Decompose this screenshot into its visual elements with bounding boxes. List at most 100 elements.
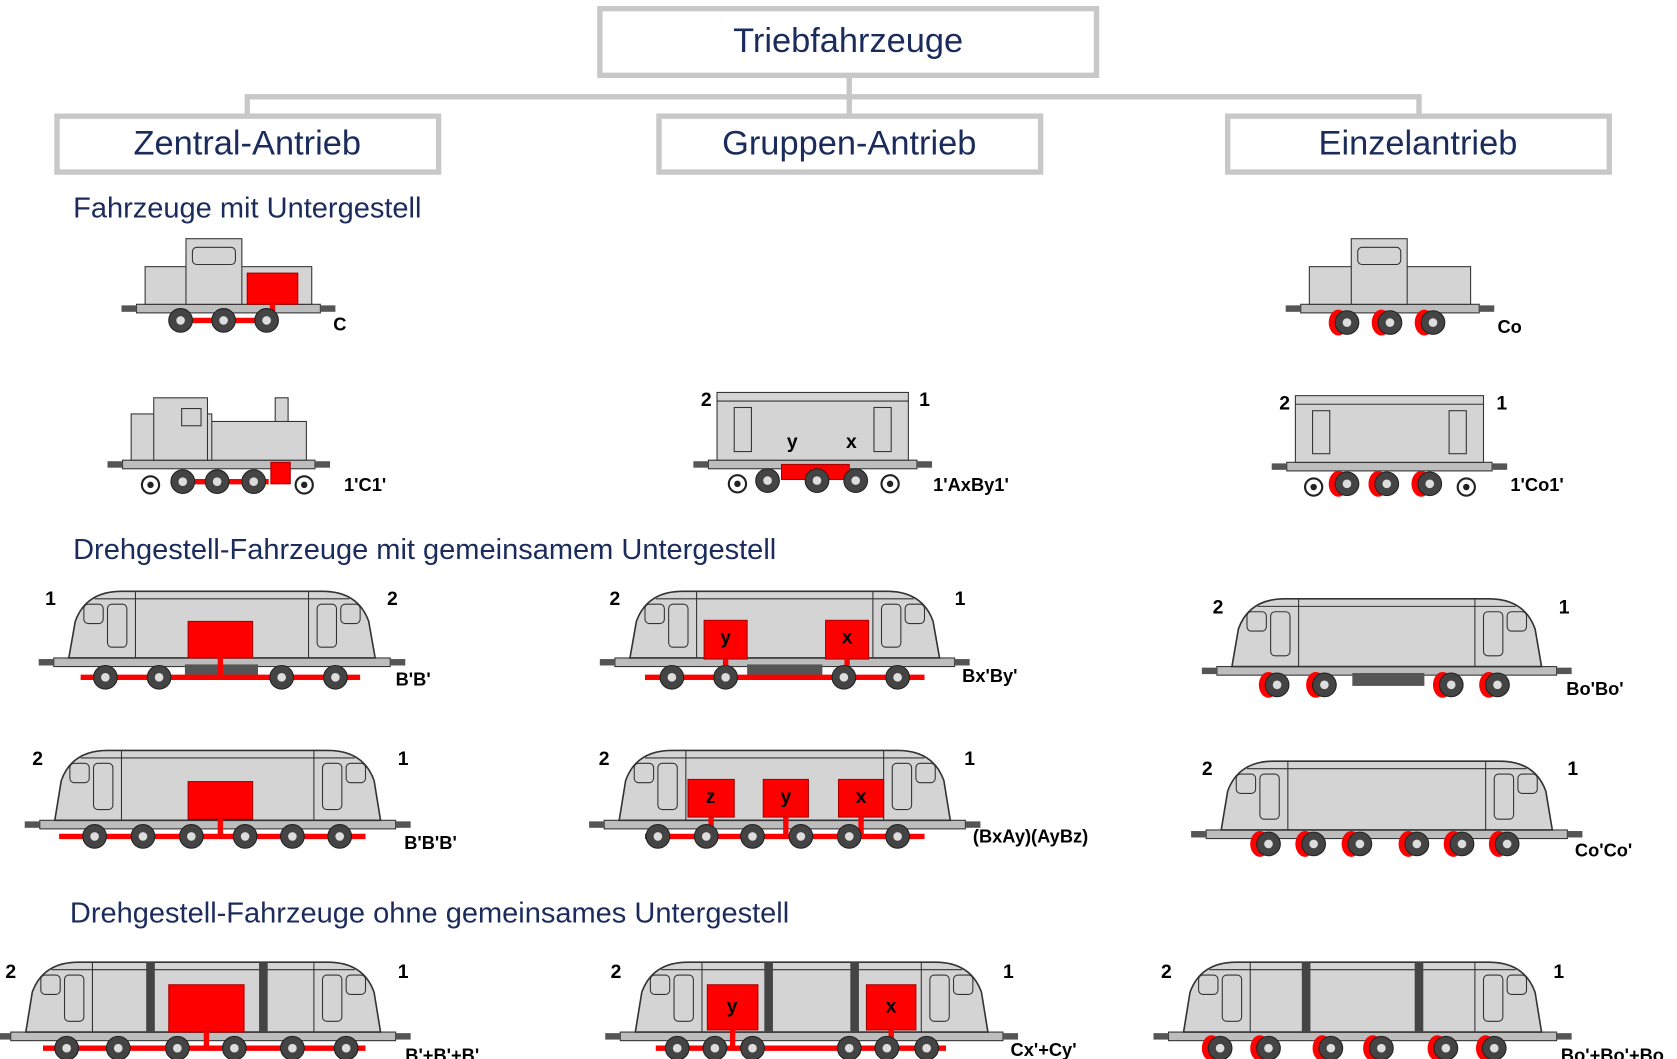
buffer <box>1191 831 1206 837</box>
hub <box>1356 840 1365 849</box>
hub <box>813 476 822 485</box>
hub <box>1429 318 1438 327</box>
hub <box>147 482 153 488</box>
buffer <box>390 659 405 665</box>
buffer <box>396 1033 411 1039</box>
window <box>916 763 935 782</box>
connector <box>247 97 1419 116</box>
cab <box>154 398 208 460</box>
buffer <box>0 1033 11 1039</box>
hub <box>1377 1044 1386 1053</box>
cab-number: 2 <box>701 389 712 411</box>
hub <box>335 832 344 841</box>
wheel-arrangement: 1'C1' <box>344 474 386 495</box>
motor-label: y <box>780 786 791 808</box>
door <box>65 975 84 1021</box>
hub <box>331 673 340 682</box>
cab-number: 2 <box>610 588 621 610</box>
hub <box>668 673 677 682</box>
window <box>1507 612 1526 631</box>
joint <box>1415 962 1424 1032</box>
window <box>41 975 60 994</box>
hub <box>1216 1044 1225 1053</box>
motor <box>247 273 298 304</box>
motor-label: x <box>846 431 857 453</box>
hub <box>288 1044 297 1053</box>
window <box>1507 975 1526 994</box>
hub <box>62 1044 71 1053</box>
wheel-arrangement: (BxAy)(AyBz) <box>973 825 1088 846</box>
root-title: Triebfahrzeuge <box>733 22 963 60</box>
wheel-arrangement: B'B' <box>396 668 431 689</box>
motor-label: x <box>842 627 853 649</box>
door <box>1222 975 1241 1021</box>
window <box>650 975 669 994</box>
locomotive: Co <box>1286 239 1522 337</box>
hub <box>1463 484 1469 490</box>
motor <box>188 782 253 820</box>
tree-connectors <box>247 75 1419 116</box>
window <box>70 763 89 782</box>
buffer <box>1202 668 1217 674</box>
buffer <box>108 461 123 467</box>
hub <box>1458 840 1467 849</box>
joint <box>146 962 155 1032</box>
cab-number: 1 <box>398 748 409 770</box>
window <box>1236 774 1255 793</box>
hub <box>178 477 187 486</box>
hub <box>1493 681 1502 690</box>
motor <box>188 621 253 658</box>
door <box>882 604 901 647</box>
door <box>317 604 336 647</box>
door <box>94 763 113 809</box>
locomotive: 1'AxBy1'21yx <box>693 389 1008 495</box>
buffer <box>39 659 54 665</box>
motor-label: z <box>706 786 716 808</box>
cab-number: 2 <box>1161 961 1172 983</box>
hub <box>711 1044 720 1053</box>
hub <box>139 832 148 841</box>
window <box>182 409 201 426</box>
door <box>1260 774 1279 819</box>
buffer <box>396 821 411 827</box>
hub <box>721 673 730 682</box>
window <box>84 604 103 623</box>
locomotive: Co'Co'21 <box>1191 758 1632 860</box>
hub <box>748 1044 757 1053</box>
buffer <box>1272 463 1287 469</box>
locomotive: 1'C1' <box>108 398 387 495</box>
hub <box>1309 840 1318 849</box>
hub <box>893 832 902 841</box>
hub <box>249 477 258 486</box>
door <box>1484 612 1503 656</box>
hub <box>1490 1044 1499 1053</box>
hub <box>241 832 250 841</box>
buffer <box>917 461 932 467</box>
cab-number: 1 <box>1496 392 1507 414</box>
hub <box>1503 840 1512 849</box>
hub <box>654 832 663 841</box>
hub <box>176 316 185 325</box>
hub <box>851 476 860 485</box>
window <box>634 763 653 782</box>
hub <box>1273 681 1282 690</box>
wheel-arrangement: B'+B'+B' <box>405 1045 479 1059</box>
joint <box>850 962 859 1032</box>
hub <box>114 1044 123 1053</box>
hub <box>1264 1044 1273 1053</box>
section-title: Drehgestell-Fahrzeuge ohne gemeinsames U… <box>70 898 789 930</box>
hub <box>1442 1044 1451 1053</box>
window <box>954 975 973 994</box>
cab-number: 2 <box>5 961 16 983</box>
column-title: Gruppen-Antrieb <box>722 124 976 162</box>
hub <box>1382 480 1391 489</box>
hub <box>1425 480 1434 489</box>
diagram: Triebfahrzeuge Zentral-Antrieb Gruppen-A… <box>0 0 1677 1059</box>
wheel-arrangement: B'B'B' <box>404 832 457 853</box>
cab-number: 1 <box>1567 758 1578 780</box>
hub <box>1447 681 1456 690</box>
door <box>1494 774 1513 819</box>
cab-number: 1 <box>1559 597 1570 619</box>
hub <box>262 316 271 325</box>
hub <box>1310 484 1316 490</box>
